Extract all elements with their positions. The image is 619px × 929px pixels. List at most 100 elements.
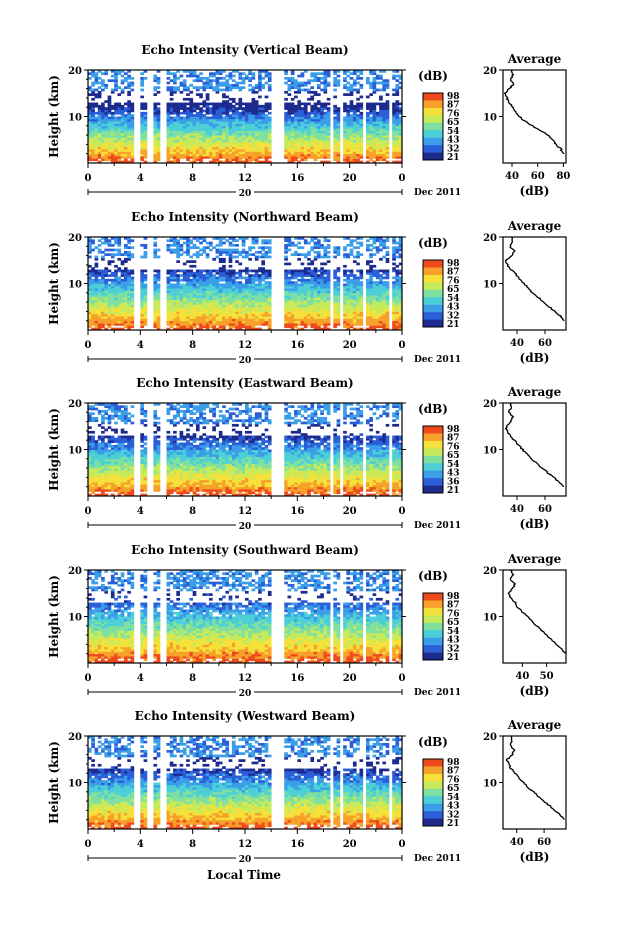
heatmap-cell (117, 160, 122, 164)
heatmap-cell (127, 116, 131, 120)
heatmap-cell (245, 318, 249, 322)
heatmap-cell (97, 309, 102, 312)
heatmap-cell (346, 306, 351, 310)
heatmap-cell (205, 86, 210, 89)
heatmap-cell (372, 104, 377, 108)
heatmap-cell (333, 123, 337, 127)
heatmap-cell (182, 142, 187, 145)
heatmap-cell (245, 104, 249, 108)
heatmap-cell (287, 135, 292, 138)
heatmap-cell (104, 125, 109, 129)
heatmap-cell (323, 246, 328, 250)
heatmap-cell (320, 137, 324, 141)
heatmap-cell (356, 118, 360, 122)
heatmap-cell (303, 151, 308, 155)
heatmap-cell (101, 121, 105, 124)
heatmap-cell (110, 104, 115, 108)
heatmap-cell (231, 290, 236, 294)
heatmap-cell (245, 320, 249, 324)
heatmap-cell (215, 276, 220, 280)
heatmap-cell (316, 253, 321, 256)
heatmap-cell (192, 253, 197, 256)
heatmap-cell (320, 156, 324, 159)
heatmap-cell (392, 327, 396, 331)
heatmap-cell (258, 278, 262, 282)
heatmap-cell (359, 149, 364, 152)
heatmap-cell (169, 130, 174, 134)
heatmap-cell (392, 76, 396, 80)
heatmap-cell (379, 81, 383, 85)
heatmap-cell (346, 304, 351, 308)
heatmap-cell (385, 135, 390, 138)
heatmap-cell (251, 121, 256, 124)
heatmap-cell (228, 285, 233, 289)
heatmap-cell (261, 118, 266, 122)
heatmap-cell (94, 292, 99, 296)
heatmap-cell (166, 306, 171, 310)
heatmap-cell (320, 269, 324, 273)
heatmap-cell (192, 79, 197, 83)
heatmap-cell (251, 125, 256, 129)
heatmap-cell (352, 72, 357, 76)
heatmap-cell (114, 156, 118, 159)
heatmap-cell (346, 283, 351, 287)
heatmap-cell (91, 311, 95, 315)
heatmap-cell (313, 316, 318, 319)
heatmap-cell (189, 139, 194, 143)
heatmap-cell (336, 311, 341, 315)
heatmap-cell (382, 88, 387, 92)
heatmap-cell (199, 132, 203, 136)
heatmap-cell (91, 283, 95, 287)
heatmap-cell (166, 290, 171, 294)
heatmap-cell (359, 297, 364, 301)
heatmap-cell (199, 86, 203, 89)
heatmap-cell (395, 79, 400, 83)
heatmap-cell (303, 125, 308, 129)
heatmap-cell (264, 114, 269, 117)
heatmap-cell (241, 128, 246, 131)
heatmap-cell (336, 302, 341, 305)
heatmap-cell (336, 137, 341, 141)
heatmap-cell (199, 156, 203, 159)
heatmap-cell (251, 237, 256, 240)
heatmap-cell (143, 318, 148, 322)
heatmap-cell (195, 302, 200, 305)
heatmap-cell (228, 130, 233, 134)
heatmap-cell (303, 132, 308, 136)
heatmap-cell (303, 156, 308, 159)
heatmap-cell (117, 292, 122, 296)
heatmap-cell (254, 151, 259, 155)
heatmap-cell (310, 104, 315, 108)
heatmap-cell (382, 116, 387, 120)
heatmap-cell (320, 125, 324, 129)
heatmap-cell (310, 302, 315, 305)
heatmap-cell (238, 128, 243, 131)
heatmap-cell (209, 153, 213, 157)
heatmap-cell (222, 327, 226, 331)
heatmap-cell (179, 246, 184, 250)
heatmap-cell (294, 323, 298, 326)
heatmap-cell (238, 130, 243, 134)
heatmap-cell (205, 304, 210, 308)
heatmap-cell (107, 156, 112, 159)
heatmap-cell (225, 121, 230, 124)
heatmap-cell (261, 246, 266, 250)
heatmap-cell (228, 248, 233, 252)
heatmap-cell (284, 257, 288, 261)
heatmap-cell (215, 302, 220, 305)
heatmap-cell (349, 290, 354, 294)
heatmap-cell (169, 102, 174, 106)
heatmap-cell (258, 281, 262, 284)
heatmap-cell (218, 309, 223, 312)
heatmap-cell (153, 290, 158, 294)
heatmap-cell (88, 139, 92, 143)
heatmap-cell (238, 156, 243, 159)
heatmap-cell (88, 239, 92, 243)
heatmap-cell (153, 121, 158, 124)
heatmap-cell (336, 304, 341, 308)
heatmap-cell (261, 295, 266, 298)
heatmap-cell (359, 137, 364, 141)
heatmap-cell (117, 139, 122, 143)
heatmap-cell (379, 109, 383, 113)
heatmap-cell (94, 93, 99, 96)
